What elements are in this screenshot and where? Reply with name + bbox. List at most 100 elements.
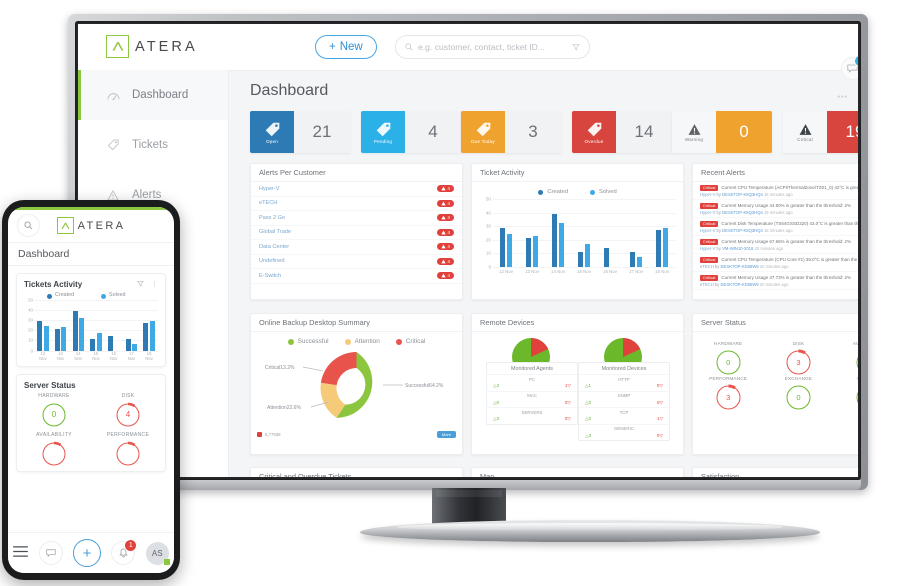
alert-customer[interactable]: Hyper-V — [700, 227, 716, 233]
bar[interactable] — [125, 339, 131, 351]
server-status-gauge[interactable]: GENERAL 0 — [834, 376, 858, 411]
search-input[interactable]: e.g. customer, contact, ticket ID... — [395, 35, 590, 59]
server-status-gauge[interactable]: PERFORMANCE 3 — [693, 376, 763, 411]
bar[interactable] — [132, 343, 138, 351]
alert-device[interactable]: DESKTOP-K5Q3HQ4 — [722, 191, 763, 197]
phone-add-button[interactable]: + — [72, 539, 101, 567]
phone-gauge[interactable]: HARDWARE 0 — [17, 393, 91, 428]
kpi-due-today[interactable]: Due Today 3 — [461, 111, 561, 153]
kpi-warning[interactable]: Warning 0 — [672, 111, 772, 153]
recent-alert-row[interactable]: Critical Current Memory Usage 67.66% is g… — [693, 236, 858, 254]
alerts-per-customer-row[interactable]: Hyper-V 4 — [251, 182, 462, 197]
bar[interactable] — [96, 333, 102, 351]
filter-icon[interactable] — [136, 280, 145, 289]
bar[interactable] — [525, 238, 532, 267]
bar[interactable] — [61, 327, 67, 351]
sidebar-item-dashboard[interactable]: Dashboard — [78, 70, 228, 120]
alerts-per-customer-row[interactable]: E-Switch 4 — [251, 269, 462, 284]
monitored-agents-card: Monitored Agents PC △3 1▽ MAC △0 0▽ SERVERS △3 0… — [486, 362, 578, 425]
server-status-gauge[interactable]: EXCHANGE 0 — [763, 376, 833, 411]
alert-device[interactable]: DESKTOP-K5Q3HQ4 — [722, 227, 763, 233]
phone-bell-button[interactable]: 1 — [111, 539, 138, 565]
alert-device[interactable]: DESKTOP-KD88W9 — [720, 281, 759, 287]
device-counts: △0 0▽ — [487, 400, 577, 408]
sidebar-item-tickets[interactable]: Tickets — [78, 120, 228, 170]
recent-alert-row[interactable]: Critical Current Disk Temperature (TS64GS… — [693, 218, 858, 236]
bar[interactable] — [655, 230, 662, 267]
alert-customer[interactable]: Hyper-V — [700, 245, 716, 251]
atera-logo[interactable]: ATERA — [106, 35, 198, 58]
bar[interactable] — [143, 323, 149, 351]
bar[interactable] — [43, 326, 49, 351]
phone-chat-button[interactable] — [38, 541, 63, 565]
alerts-per-customer-row[interactable]: Data Center 4 — [251, 240, 462, 255]
bar[interactable] — [72, 310, 78, 351]
kebab-menu-icon[interactable]: ⋮ — [151, 280, 158, 288]
y-tick: 30 — [485, 223, 491, 229]
bar[interactable] — [629, 252, 636, 267]
device-type-label: TCP — [579, 407, 669, 416]
alert-customer[interactable]: Hyper-V — [700, 191, 716, 197]
new-button[interactable]: + New — [315, 35, 377, 59]
bar[interactable] — [37, 321, 43, 351]
alert-device[interactable]: DESKTOP-KD88W9 — [720, 263, 759, 269]
panel-title: Critical and Overdue Tickets — [251, 468, 462, 477]
recent-alert-row[interactable]: Critical Current Memory Usage 37.73% is g… — [693, 272, 858, 290]
alert-customer[interactable]: eTECH — [700, 281, 714, 287]
bar[interactable] — [584, 243, 591, 267]
kpi-open[interactable]: Open 21 — [250, 111, 350, 153]
phone-atera-logo: ATERA — [8, 217, 174, 234]
down-count: 0▽ — [656, 383, 663, 388]
bar[interactable] — [499, 227, 506, 267]
bar[interactable] — [558, 223, 565, 267]
bar[interactable] — [532, 235, 539, 267]
x-tick: 12 Nov — [499, 269, 513, 274]
bar[interactable] — [662, 227, 669, 267]
server-status-gauge[interactable]: AVAILABILITY 0 — [834, 341, 858, 376]
card-title: Tickets Activity — [24, 279, 83, 289]
phone-avatar[interactable]: AS — [145, 541, 170, 565]
device-type-label: HTTP — [579, 374, 669, 383]
bar[interactable] — [551, 213, 558, 267]
kpi-pending[interactable]: Pending 4 — [361, 111, 461, 153]
recent-alert-row[interactable]: Critical Current Memory Usage 44.50% is g… — [693, 200, 858, 218]
bar[interactable] — [90, 339, 96, 351]
recent-alert-row[interactable]: Critical Current CPU Temperature (ACPI\Th… — [693, 182, 858, 200]
atera-web-app: ATERA + New e.g. customer, contact, tick… — [78, 24, 858, 477]
sidebar-item-alerts[interactable]: Alerts — [78, 170, 228, 220]
alert-device[interactable]: DESKTOP-K5Q3HQ4 — [722, 209, 763, 215]
alert-customer[interactable]: Hyper-V — [700, 209, 716, 215]
donut-more-button[interactable]: More — [436, 431, 456, 438]
alerts-per-customer-row[interactable]: eTECH 4 — [251, 197, 462, 211]
page-options-icon[interactable]: ••• — [837, 94, 848, 101]
atera-logo-mark-icon — [106, 35, 129, 58]
x-axis: 12 Nov 13 Nov 14 Nov 15 Nov 16 Nov 17 Nov 18 N… — [493, 267, 675, 281]
alerts-per-customer-row[interactable]: Undefined 4 — [251, 255, 462, 269]
bar[interactable] — [506, 234, 513, 267]
bar[interactable] — [603, 247, 610, 267]
phone-gauge[interactable]: DISK 4 — [91, 393, 165, 428]
recent-alert-row[interactable]: Critical Current CPU Temperature (CPU Cor… — [693, 254, 858, 272]
bar[interactable] — [54, 329, 60, 351]
kpi-label: Overdue — [584, 138, 604, 144]
alerts-per-customer-row[interactable]: Global Trade 4 — [251, 226, 462, 240]
kpi-overdue[interactable]: Overdue 14 — [572, 111, 672, 153]
bar[interactable] — [107, 336, 113, 351]
phone-gauge[interactable]: AVAILABILITY — [17, 432, 91, 467]
phone-gauge[interactable]: PERFORMANCE — [91, 432, 165, 467]
alert-device[interactable]: VM-WIN10-2016 — [722, 245, 754, 251]
phone-search-button[interactable] — [17, 214, 40, 237]
bar[interactable] — [149, 321, 155, 351]
hamburger-icon[interactable] — [13, 544, 29, 562]
chat-icon[interactable] — [841, 55, 858, 80]
bar[interactable] — [577, 252, 584, 267]
bar[interactable] — [79, 318, 84, 351]
server-status-gauge[interactable]: HARDWARE 0 — [693, 341, 763, 376]
server-status-gauges: HARDWARE 0 DISK 3 AVAILABILITY 0 PERFORMANCE 3 E… — [693, 332, 858, 411]
filter-icon[interactable] — [572, 38, 580, 56]
server-status-gauge[interactable]: DISK 3 — [763, 341, 833, 376]
kpi-critical[interactable]: Critical 19 — [783, 111, 858, 153]
alerts-per-customer-row[interactable]: Pass 2 Go 4 — [251, 211, 462, 226]
alert-customer[interactable]: eTECH — [700, 263, 714, 269]
bar[interactable] — [636, 257, 643, 267]
